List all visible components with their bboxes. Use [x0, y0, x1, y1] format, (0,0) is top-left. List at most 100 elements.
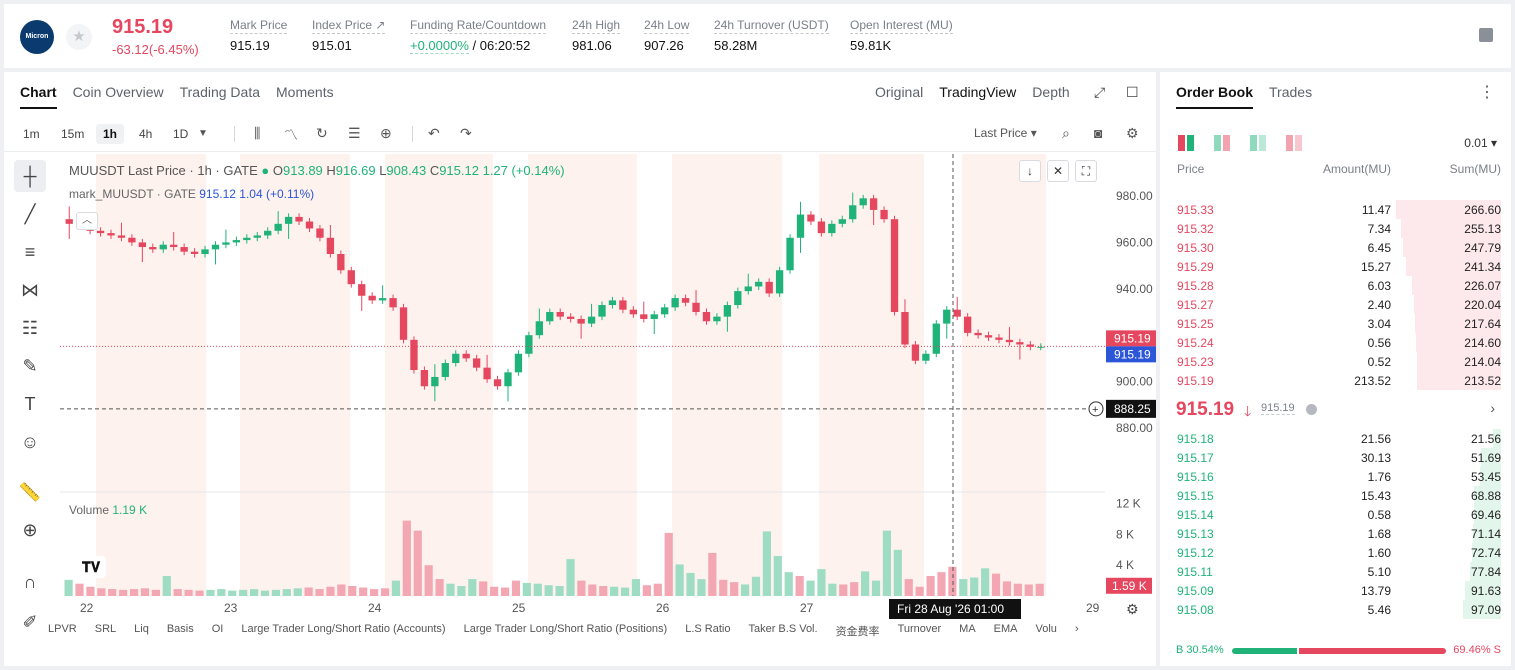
more-icon[interactable]: ⋮ — [1479, 84, 1495, 101]
candle-body — [943, 309, 951, 324]
mode-bids-icon[interactable] — [1250, 135, 1266, 151]
bid-row[interactable]: 915.12 1.60 72.74 — [1160, 543, 1511, 562]
magnet-icon[interactable]: ∩ — [23, 572, 37, 592]
indicator-item[interactable]: Large Trader Long/Short Ratio (Positions… — [463, 623, 668, 635]
indicator-item[interactable]: Liq — [134, 623, 149, 635]
stat-mark-price[interactable]: Mark Price 915.19 — [230, 18, 288, 53]
row-sum: 214.60 — [1464, 336, 1501, 350]
pencil-icon[interactable]: ✐ — [22, 612, 38, 632]
gear-icon[interactable]: ⚙ — [1126, 125, 1139, 141]
indicators-icon[interactable]: 〽 — [284, 127, 298, 143]
interval-1d[interactable]: 1D — [173, 127, 189, 141]
horizontal-lines-icon[interactable]: ≡ — [24, 242, 36, 262]
bid-row[interactable]: 915.14 0.58 69.46 — [1160, 505, 1511, 524]
fib-icon[interactable]: ☷ — [21, 318, 39, 338]
tab-trading-data[interactable]: Trading Data — [179, 84, 261, 100]
tab-order-book[interactable]: Order Book — [1176, 84, 1254, 109]
bid-row[interactable]: 915.13 1.68 71.14 — [1160, 524, 1511, 543]
mode-mixed-icon[interactable] — [1214, 135, 1230, 151]
candle-type-icon[interactable]: ⫼ — [254, 125, 261, 141]
time-tick-label: 25 — [512, 601, 526, 615]
ruler-icon[interactable]: 📏 — [18, 482, 42, 502]
interval-15m[interactable]: 15m — [61, 127, 85, 141]
stat-funding-rate[interactable]: Funding Rate/Countdown +0.0000% / 06:20:… — [410, 18, 547, 54]
volume-bar — [599, 586, 608, 596]
bid-row[interactable]: 915.16 1.76 53.45 — [1160, 467, 1511, 486]
collapse-icon[interactable]: ✕ — [1047, 160, 1069, 182]
indicator-item[interactable]: Basis — [166, 623, 194, 635]
chevron-right-icon[interactable]: › — [1074, 623, 1079, 635]
ask-row[interactable]: 915.33 11.47 266.60 — [1160, 200, 1511, 219]
indicator-item[interactable]: OI — [211, 623, 224, 635]
expand-icon[interactable]: ⤢ — [1094, 84, 1106, 100]
mark-info-icon[interactable] — [1306, 404, 1317, 415]
ask-row[interactable]: 915.32 7.34 255.13 — [1160, 219, 1511, 238]
search-icon[interactable]: ⌕ — [1062, 125, 1070, 141]
window-icon[interactable]: ☐ — [1126, 84, 1139, 100]
price-type-select[interactable]: Last Price ▾ — [974, 126, 1037, 140]
indicator-item[interactable]: Volu — [1035, 623, 1057, 635]
precision-select[interactable]: 0.01 ▾ — [1464, 136, 1497, 150]
bid-row[interactable]: 915.08 5.46 97.09 — [1160, 600, 1511, 619]
indicator-item[interactable]: 资金费率 — [835, 626, 880, 638]
bid-row[interactable]: 915.09 13.79 91.63 — [1160, 581, 1511, 600]
indicator-item[interactable]: MA — [959, 623, 976, 635]
camera-icon[interactable]: ◙ — [1094, 125, 1103, 141]
crosshair-icon[interactable]: ┼ — [14, 160, 46, 192]
trendline-icon[interactable]: ╱ — [24, 204, 36, 224]
ask-row[interactable]: 915.28 6.03 226.07 — [1160, 276, 1511, 295]
ask-row[interactable]: 915.25 3.04 217.64 — [1160, 314, 1511, 333]
indicator-item[interactable]: Turnover — [897, 623, 942, 635]
tab-moments[interactable]: Moments — [276, 84, 334, 100]
interval-1m[interactable]: 1m — [23, 127, 40, 141]
text-tool-icon[interactable]: T — [24, 394, 36, 414]
indicator-item[interactable]: L.S Ratio — [685, 623, 731, 635]
stat-index-price[interactable]: Index Price ↗ 915.01 — [312, 18, 386, 53]
collapse-legend-button[interactable]: ︿ — [76, 212, 98, 230]
view-original[interactable]: Original — [875, 84, 924, 100]
indicator-item[interactable]: Large Trader Long/Short Ratio (Accounts) — [241, 623, 446, 635]
templates-icon[interactable]: ☰ — [348, 125, 361, 141]
bid-row[interactable]: 915.15 15.43 68.88 — [1160, 486, 1511, 505]
view-depth[interactable]: Depth — [1032, 84, 1070, 100]
indicator-item[interactable]: SRL — [94, 623, 117, 635]
pattern-icon[interactable]: ⋈ — [21, 280, 39, 300]
tab-trades[interactable]: Trades — [1269, 84, 1313, 100]
scroll-down-icon[interactable]: ↓ — [1019, 160, 1041, 182]
ask-row[interactable]: 915.19 213.52 213.52 — [1160, 371, 1511, 390]
refresh-icon[interactable]: ↻ — [316, 125, 328, 141]
bid-row[interactable]: 915.17 30.13 51.69 — [1160, 448, 1511, 467]
add-alert-icon[interactable]: ⊕ — [380, 125, 392, 141]
ask-row[interactable]: 915.24 0.56 214.60 — [1160, 333, 1511, 352]
tab-chart[interactable]: Chart — [20, 84, 57, 109]
ask-row[interactable]: 915.29 15.27 241.34 — [1160, 257, 1511, 276]
chevron-right-icon[interactable]: › — [1490, 400, 1495, 416]
candle-body — [817, 221, 826, 234]
brush-icon[interactable]: ✎ — [22, 356, 38, 376]
mode-both-icon[interactable] — [1178, 135, 1194, 151]
bid-row[interactable]: 915.11 5.10 77.84 — [1160, 562, 1511, 581]
bid-row[interactable]: 915.18 21.56 21.56 — [1160, 429, 1511, 448]
interval-4h[interactable]: 4h — [139, 127, 153, 141]
indicator-item[interactable]: LPVR — [48, 623, 77, 635]
fullscreen-icon[interactable]: ⛶ — [1075, 160, 1097, 182]
zoom-in-icon[interactable]: ⊕ — [22, 520, 38, 540]
ask-row[interactable]: 915.27 2.40 220.04 — [1160, 295, 1511, 314]
undo-icon[interactable]: ↶ — [428, 125, 440, 141]
redo-icon[interactable]: ↷ — [460, 125, 472, 141]
mode-asks-icon[interactable] — [1286, 135, 1302, 151]
ask-row[interactable]: 915.23 0.52 214.04 — [1160, 352, 1511, 371]
interval-1h[interactable]: 1h — [96, 124, 125, 144]
mid-mark-price[interactable]: 915.19 — [1261, 402, 1295, 415]
book-icon[interactable] — [1479, 28, 1493, 42]
indicator-item[interactable]: Taker B.S Vol. — [748, 623, 818, 635]
view-tradingview[interactable]: TradingView — [939, 84, 1017, 100]
ask-row[interactable]: 915.30 6.45 247.79 — [1160, 238, 1511, 257]
chevron-down-icon[interactable]: ▼ — [198, 128, 208, 139]
candle-body — [431, 376, 439, 387]
emoji-icon[interactable]: ☺ — [20, 432, 40, 452]
favorite-star-icon[interactable]: ★ — [66, 24, 92, 50]
tab-coin-overview[interactable]: Coin Overview — [72, 84, 164, 100]
indicator-item[interactable]: EMA — [993, 623, 1018, 635]
